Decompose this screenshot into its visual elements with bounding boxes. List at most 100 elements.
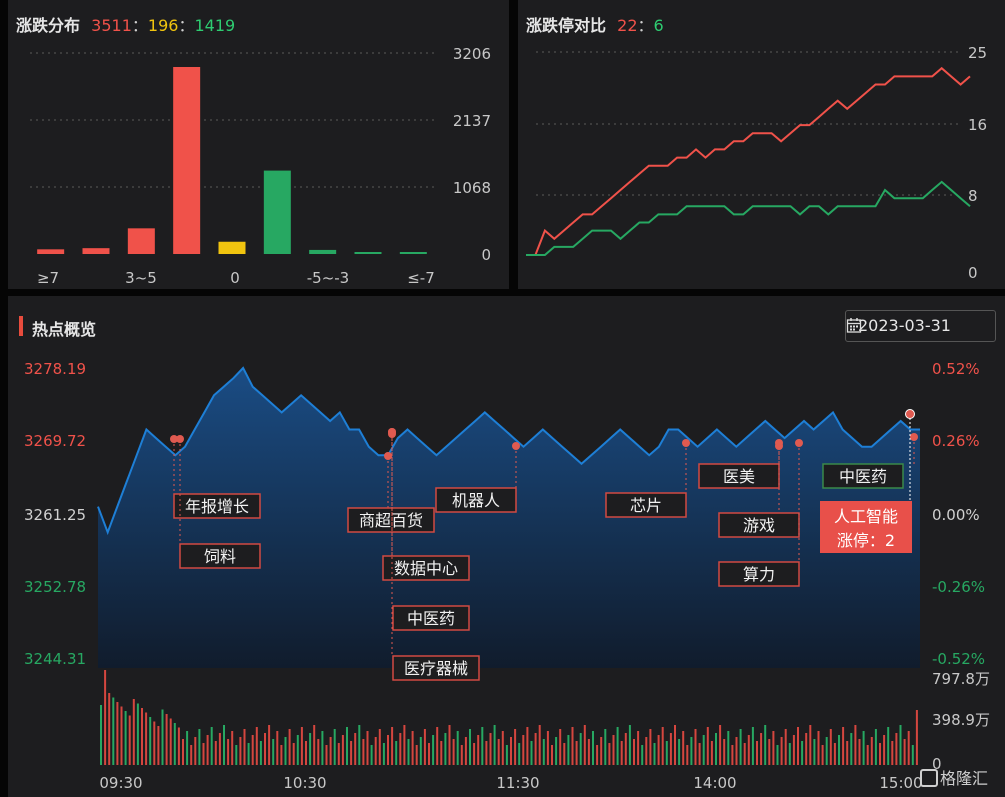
volume-bar	[706, 727, 709, 765]
volume-bar	[710, 741, 713, 765]
volume-bar	[854, 725, 857, 765]
hot-tag-box	[718, 561, 800, 587]
y-tick-label: 1068	[453, 179, 491, 197]
volume-bar	[505, 745, 508, 765]
volume-bar	[579, 733, 582, 765]
volume-bar	[628, 725, 631, 765]
limit-title: 涨跌停对比 22：6	[526, 12, 664, 36]
volume-bar	[862, 731, 865, 765]
x-tick-label: 15:00	[879, 774, 922, 792]
volume-bar	[100, 705, 102, 765]
volume-bar	[596, 745, 599, 765]
volume-bar	[317, 739, 320, 765]
volume-bar	[915, 710, 918, 765]
price-tick-label: 3269.72	[24, 432, 86, 450]
highlight-marker	[905, 409, 915, 419]
volume-bar	[485, 741, 488, 765]
down-count: 1419	[194, 16, 236, 35]
brand-icon	[920, 769, 938, 787]
flat-count: 196	[147, 16, 179, 35]
event-marker	[682, 439, 690, 447]
volume-bar	[657, 735, 660, 765]
volume-bar	[177, 727, 180, 765]
x-tick-label: -5~-3	[307, 269, 349, 287]
event-marker	[170, 435, 178, 443]
volume-bar	[813, 739, 816, 765]
volume-bar	[567, 735, 570, 765]
volume-bar	[887, 727, 890, 765]
volume-bar	[530, 741, 533, 765]
separator: ：	[131, 16, 148, 35]
volume-bar	[616, 727, 619, 765]
date-picker[interactable]: 2023-03-31	[845, 310, 996, 342]
brand-text: 格隆汇	[940, 769, 989, 788]
volume-bar	[473, 743, 476, 765]
volume-bar	[448, 725, 451, 765]
series-line	[526, 180, 971, 256]
volume-bar	[731, 745, 734, 765]
volume-bar	[128, 715, 131, 765]
volume-bar	[723, 739, 726, 765]
y-tick-label: 2137	[453, 112, 491, 130]
volume-bar	[440, 741, 443, 765]
volume-bar	[354, 733, 357, 765]
volume-bar	[387, 735, 389, 765]
bar	[354, 252, 382, 254]
brand-logo: 格隆汇	[920, 765, 988, 789]
volume-bar	[432, 735, 435, 765]
volume-bar	[198, 729, 201, 765]
volume-bar	[305, 741, 307, 765]
bar	[37, 249, 65, 254]
volume-bar	[879, 743, 881, 765]
limit-title-text: 涨跌停对比	[526, 16, 607, 35]
volume-bar	[850, 733, 853, 765]
highlight-sub: 涨停：2	[837, 531, 895, 550]
volume-bar	[592, 731, 594, 765]
up-count: 3511	[91, 16, 132, 35]
limit-up-count: 22	[617, 16, 638, 35]
title-accent	[19, 316, 23, 336]
volume-bar	[891, 741, 894, 765]
hot-tag-box	[392, 655, 480, 681]
volume-bar	[776, 745, 779, 765]
volume-bar	[649, 729, 652, 765]
volume-bar	[132, 699, 135, 765]
volume-bar	[653, 743, 656, 765]
event-marker	[910, 433, 918, 441]
percent-tick-label: -0.52%	[932, 650, 985, 668]
volume-bar	[124, 711, 127, 765]
volume-bar	[899, 725, 902, 765]
volume-bar	[895, 733, 898, 765]
volume-bar	[686, 745, 689, 765]
volume-bar	[157, 726, 160, 765]
price-tick-label: 3278.19	[24, 360, 86, 378]
volume-bar	[469, 729, 471, 765]
volume-bar	[489, 733, 492, 765]
bar	[127, 228, 155, 254]
volume-bar	[612, 735, 615, 765]
volume-bar	[600, 737, 603, 765]
volume-bar	[538, 725, 541, 765]
volume-bar	[145, 712, 148, 765]
volume-bar	[227, 739, 230, 765]
volume-bar	[210, 727, 213, 765]
hot-tag-label: 商超百货	[359, 511, 423, 530]
separator: ：	[178, 16, 195, 35]
volume-bar	[497, 739, 500, 765]
volume-bar	[153, 721, 156, 765]
volume-bar	[235, 745, 238, 765]
volume-bar	[883, 735, 886, 765]
volume-bar	[276, 731, 279, 765]
volume-bar	[272, 739, 275, 765]
x-tick-label: 0	[230, 269, 240, 287]
volume-bar	[735, 737, 738, 765]
volume-bar	[452, 739, 455, 765]
volume-bar	[415, 745, 418, 765]
volume-bar	[526, 727, 529, 765]
volume-bar	[333, 729, 336, 765]
x-tick-label: 10:30	[283, 774, 326, 792]
volume-bar	[378, 729, 381, 765]
volume-bar	[788, 743, 791, 765]
volume-bar	[715, 733, 717, 765]
y-tick-label: 16	[968, 116, 987, 134]
